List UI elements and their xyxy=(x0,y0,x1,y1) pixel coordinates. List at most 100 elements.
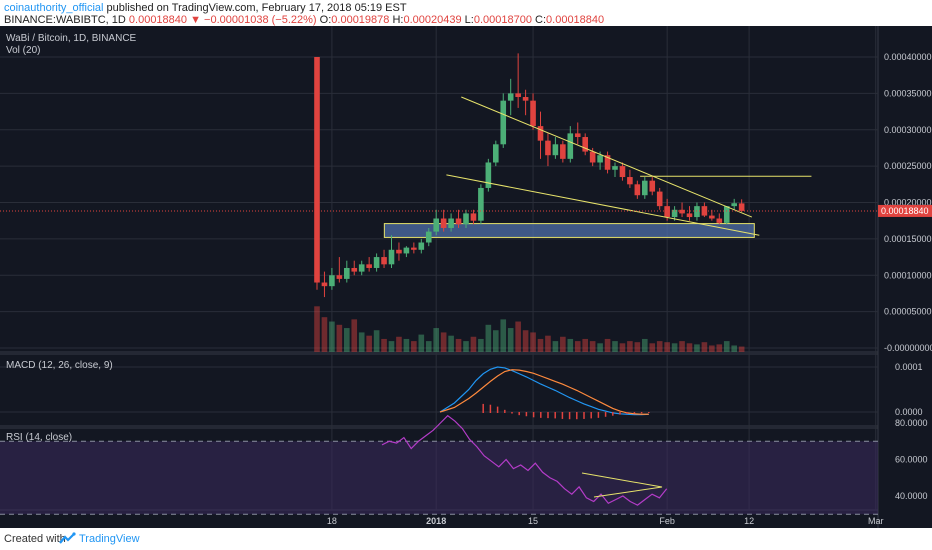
candle-body xyxy=(470,213,477,221)
volume-bar xyxy=(470,336,477,352)
price-tick-label: 0.00015000 xyxy=(884,234,932,244)
candle-body xyxy=(619,166,626,178)
volume-bar xyxy=(411,341,417,352)
volume-bar xyxy=(388,341,395,352)
high-label: H: xyxy=(392,14,404,26)
volume-bar xyxy=(552,341,559,352)
marks-layer xyxy=(0,53,878,506)
candle-body xyxy=(493,144,499,163)
candle-body xyxy=(515,93,521,98)
rsi-title: RSI (14, close) xyxy=(6,432,72,443)
rsi-tick-label: 80.0000 xyxy=(895,418,928,428)
volume-bar xyxy=(612,341,618,352)
candle-body xyxy=(738,203,745,211)
volume-bar xyxy=(664,342,670,352)
candle-body xyxy=(634,184,641,196)
volume-bar xyxy=(418,334,425,352)
candle-body xyxy=(582,137,588,152)
volume-bar xyxy=(582,338,588,352)
candle-body xyxy=(411,247,417,250)
tradingview-brand[interactable]: TradingView xyxy=(79,533,140,545)
candle-body xyxy=(649,180,656,192)
price-tick-label: 0.00035000 xyxy=(884,88,932,98)
volume-title: Vol (20) xyxy=(6,45,40,56)
candle-body xyxy=(344,267,350,279)
volume-bar xyxy=(679,341,685,352)
price-tick-label: 0.00040000 xyxy=(884,52,932,62)
tradingview-logo-icon[interactable] xyxy=(58,532,76,548)
volume-bar xyxy=(366,335,372,352)
volume-bar xyxy=(545,335,551,352)
volume-bar xyxy=(373,330,380,352)
volume-bar xyxy=(478,338,484,352)
volume-bar xyxy=(321,317,328,352)
volume-bar xyxy=(522,330,529,352)
candle-body xyxy=(537,126,544,141)
candle-body xyxy=(545,140,551,156)
candle-body xyxy=(433,218,439,232)
price-tick-label: -0.00000000 xyxy=(884,343,932,353)
volume-bar xyxy=(344,328,350,352)
open-value: 0.00019878 xyxy=(331,14,390,26)
x-tick-label: 12 xyxy=(744,516,754,526)
candle-body xyxy=(440,218,447,228)
volume-bar xyxy=(671,343,678,352)
candle-body xyxy=(522,97,529,101)
low-value: 0.00018700 xyxy=(473,14,532,26)
candle-body xyxy=(642,180,648,196)
publish-line: coinauthority_official published on Trad… xyxy=(4,2,407,14)
volume-bar xyxy=(731,345,737,352)
candle-body xyxy=(329,275,335,287)
ohlc-line: BINANCE:WABIBTC, 1D 0.00018840 ▼ −0.0000… xyxy=(4,14,604,26)
volume-bar xyxy=(433,328,439,352)
candle-body xyxy=(530,100,536,127)
volume-bar xyxy=(567,338,574,352)
candle-body xyxy=(679,209,685,214)
price-change: −0.00001038 (−5.22%) xyxy=(204,14,317,26)
volume-bar xyxy=(425,341,432,352)
candle-body xyxy=(589,151,596,163)
candle-body xyxy=(612,166,618,170)
price-tick-label: 0.00030000 xyxy=(884,125,932,135)
volume-bar xyxy=(589,341,596,352)
rsi-band-fill xyxy=(0,441,878,515)
price-tick-label: 0.00020000 xyxy=(884,198,932,208)
volume-bar xyxy=(351,319,358,352)
volume-bar xyxy=(604,338,611,352)
volume-bar xyxy=(440,332,447,352)
volume-bar xyxy=(381,338,387,352)
axes-layer: 0.00040000 0.00035000 0.00030000 0.00025000… xyxy=(327,52,932,526)
lower-trendline xyxy=(446,174,760,236)
volume-bar xyxy=(336,324,343,352)
rsi-triangle xyxy=(581,472,663,498)
candle-body xyxy=(455,218,462,225)
candle-body xyxy=(656,191,663,207)
volume-bar xyxy=(619,343,626,352)
candle-body xyxy=(403,247,410,254)
candle-body xyxy=(351,267,358,272)
volume-bar xyxy=(515,321,521,352)
volume-bar xyxy=(694,344,700,352)
macd-tick-label: 0.0000 xyxy=(895,407,923,417)
candle-body xyxy=(448,218,454,228)
candle-body xyxy=(597,155,603,163)
volume-bar xyxy=(642,338,648,352)
close-label: C: xyxy=(535,14,547,26)
author-link[interactable]: coinauthority_official xyxy=(4,2,104,14)
rsi-tick-label: 40.0000 xyxy=(895,491,928,501)
low-label: L: xyxy=(464,14,474,26)
volume-bar xyxy=(574,341,581,352)
volume-bar xyxy=(314,306,320,352)
candle-body xyxy=(709,215,715,219)
chart-canvas[interactable]: 0.00040000 0.00035000 0.00030000 0.00025000… xyxy=(0,26,932,528)
volume-bar xyxy=(738,346,745,352)
volume-bar xyxy=(560,336,566,352)
volume-bar xyxy=(403,338,410,352)
last-price-label: 0.00018840 xyxy=(881,206,929,216)
macd-title: MACD (12, 26, close, 9) xyxy=(6,360,113,371)
price-tick-label: 0.00010000 xyxy=(884,270,932,280)
volume-bar xyxy=(634,342,641,352)
volume-bar xyxy=(627,341,633,352)
symbol-label: BINANCE:WABIBTC, 1D xyxy=(4,14,126,26)
last-price-tag xyxy=(878,204,932,217)
